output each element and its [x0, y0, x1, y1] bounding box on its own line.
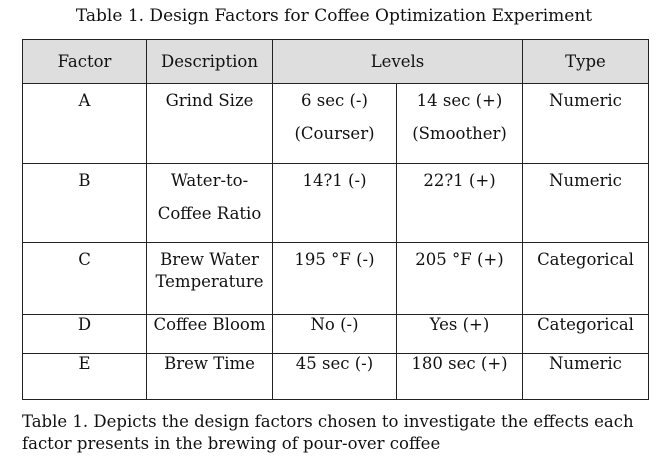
- description-cell: Brew Time: [146, 353, 273, 400]
- description-cell: Water-to- Coffee Ratio: [146, 163, 273, 243]
- header-type: Type: [522, 39, 649, 84]
- type-cell: Categorical: [522, 314, 649, 354]
- table-row: B Water-to- Coffee Ratio 14?1 (-) 22?1 (…: [22, 163, 649, 243]
- low-level-cell: No (-): [272, 314, 397, 354]
- low-level-cell: 195 °F (-): [272, 242, 397, 315]
- low-level-cell: 6 sec (-) (Courser): [272, 83, 397, 164]
- header-factor: Factor: [22, 39, 147, 84]
- factor-cell: E: [22, 353, 147, 400]
- table-row: A Grind Size 6 sec (-) (Courser) 14 sec …: [22, 83, 649, 164]
- table-row: E Brew Time 45 sec (-) 180 sec (+) Numer…: [22, 353, 649, 400]
- header-row: Factor Description Levels Type: [22, 39, 649, 84]
- header-levels: Levels: [272, 39, 523, 84]
- header-description: Description: [146, 39, 273, 84]
- description-cell: Brew Water Temperature: [146, 242, 273, 315]
- high-level-cell: 14 sec (+) (Smoother): [396, 83, 523, 164]
- high-level-cell: Yes (+): [396, 314, 523, 354]
- type-cell: Numeric: [522, 83, 649, 164]
- factor-cell: A: [22, 83, 147, 164]
- table-title: Table 1. Design Factors for Coffee Optim…: [75, 6, 593, 26]
- description-cell: Coffee Bloom: [146, 314, 273, 354]
- design-factors-table: Factor Description Levels Type A Grind S…: [22, 39, 649, 400]
- factor-cell: D: [22, 314, 147, 354]
- type-cell: Categorical: [522, 242, 649, 315]
- high-level-cell: 180 sec (+): [396, 353, 523, 400]
- table-row: C Brew Water Temperature 195 °F (-) 205 …: [22, 242, 649, 315]
- low-level-cell: 45 sec (-): [272, 353, 397, 400]
- high-level-cell: 205 °F (+): [396, 242, 523, 315]
- high-level-cell: 22?1 (+): [396, 163, 523, 243]
- low-level-cell: 14?1 (-): [272, 163, 397, 243]
- description-cell: Grind Size: [146, 83, 273, 164]
- factor-cell: B: [22, 163, 147, 243]
- type-cell: Numeric: [522, 163, 649, 243]
- type-cell: Numeric: [522, 353, 649, 400]
- factor-cell: C: [22, 242, 147, 315]
- table-caption: Table 1. Depicts the design factors chos…: [22, 412, 634, 453]
- table-row: D Coffee Bloom No (-) Yes (+) Categorica…: [22, 314, 649, 354]
